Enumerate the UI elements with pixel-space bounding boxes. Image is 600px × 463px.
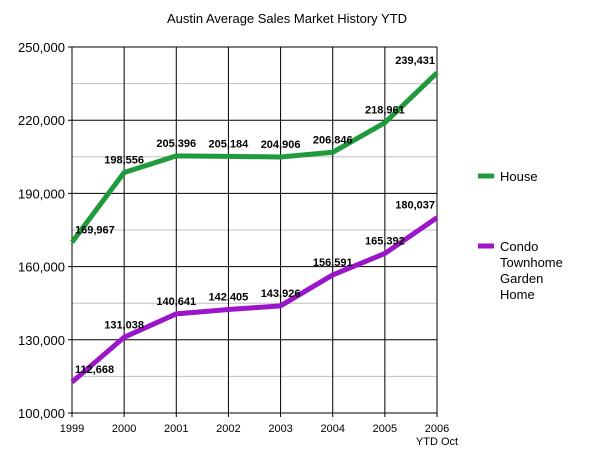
x-tick-label: 2006 [425, 423, 449, 435]
data-label: 205,396 [156, 138, 196, 150]
x-tick-label: 2001 [164, 423, 188, 435]
data-label: 206,846 [313, 134, 353, 146]
legend: House Condo Townhome Garden Home [478, 169, 563, 302]
x-tick-label: 2003 [268, 423, 292, 435]
data-label: 140,641 [156, 296, 196, 308]
data-label: 198,556 [104, 155, 144, 167]
legend-label-condo: Condo Townhome Garden Home [500, 239, 563, 302]
data-labels: 169,967 198,556 205,396 205,184 204,906 206,8… [75, 55, 435, 376]
plot-border [71, 46, 438, 414]
data-label: 156,591 [313, 257, 353, 269]
legend-label-line: Garden [500, 271, 543, 286]
axes: 100,000 130,000 160,000 190,000 220,000 250,0… [18, 40, 458, 448]
data-label: 239,431 [395, 55, 435, 67]
chart-title: Austin Average Sales Market History YTD [167, 11, 407, 26]
legend-label-line: Condo [500, 239, 538, 254]
x-tick-label: 2004 [320, 423, 344, 435]
series-line-condo [70, 215, 439, 384]
y-tick-label: 130,000 [18, 333, 65, 348]
x-tick-label: 1999 [60, 423, 84, 435]
series-lines [69, 70, 439, 384]
data-label: 169,967 [75, 224, 115, 236]
y-tick-label: 220,000 [18, 113, 65, 128]
data-label: 112,668 [75, 364, 114, 376]
data-label: 205,184 [209, 138, 250, 150]
data-label: 142,405 [209, 292, 249, 304]
data-label: 131,038 [104, 319, 144, 331]
x-tick-sublabel: YTD Oct [416, 436, 458, 448]
x-tick-label: 2005 [373, 423, 397, 435]
x-tick-label: 2000 [112, 423, 136, 435]
legend-label-line: Home [500, 287, 535, 302]
y-tick-label: 250,000 [18, 40, 65, 55]
data-label: 143,926 [261, 288, 301, 300]
series-line-house [69, 70, 439, 244]
y-tick-label: 190,000 [18, 186, 65, 201]
y-tick-label: 160,000 [18, 260, 65, 275]
data-label: 218,961 [365, 105, 405, 117]
x-tick-label: 2002 [216, 423, 240, 435]
data-label: 180,037 [395, 200, 435, 212]
legend-label-house: House [500, 169, 538, 184]
y-tick-label: 100,000 [18, 406, 65, 421]
data-label: 204,906 [261, 139, 301, 151]
data-label: 165,392 [365, 235, 405, 247]
legend-label-line: Townhome [500, 255, 563, 270]
grid [68, 46, 438, 417]
